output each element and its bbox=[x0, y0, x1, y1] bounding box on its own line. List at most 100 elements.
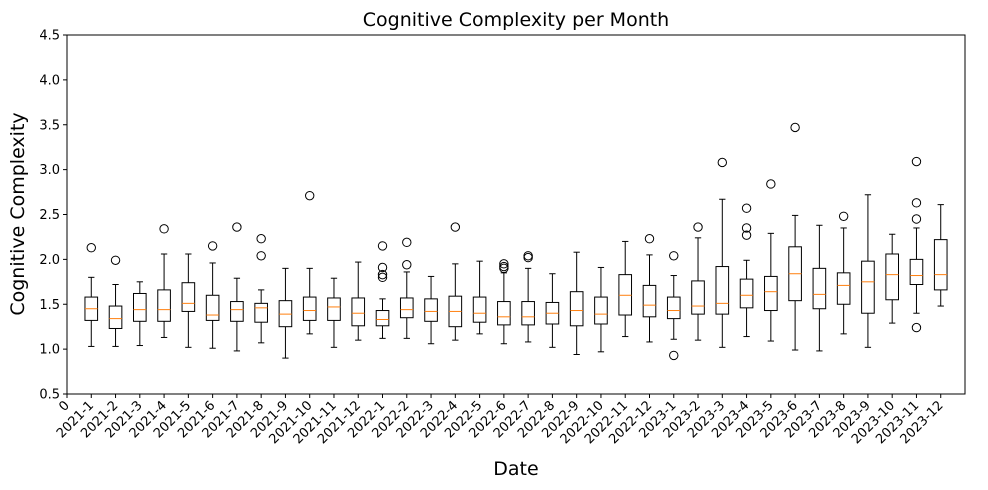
box-2022-3 bbox=[424, 275, 438, 345]
outlier-point bbox=[402, 237, 412, 248]
box-2022-6 bbox=[497, 259, 511, 345]
plot-frame bbox=[66, 34, 966, 395]
y-tick-label: 4.0 bbox=[39, 73, 60, 88]
box-2023-11 bbox=[909, 156, 924, 333]
box-2023-5 bbox=[764, 179, 778, 342]
outlier-point bbox=[741, 203, 752, 213]
box-2022-1 bbox=[375, 241, 390, 339]
box-2022-11 bbox=[618, 240, 633, 338]
outlier-point bbox=[741, 230, 752, 240]
y-tick-label: 4.5 bbox=[39, 29, 60, 44]
iqr-box bbox=[399, 297, 414, 319]
iqr-box bbox=[108, 305, 123, 329]
outlier-point bbox=[717, 157, 727, 168]
iqr-box bbox=[181, 282, 196, 312]
iqr-box bbox=[472, 296, 487, 323]
iqr-box bbox=[254, 302, 268, 323]
iqr-box bbox=[642, 284, 657, 318]
outlier-point bbox=[402, 260, 412, 270]
outlier-point bbox=[693, 222, 703, 232]
box-2021-9 bbox=[278, 267, 293, 359]
box-2023-3 bbox=[715, 157, 730, 348]
iqr-box bbox=[205, 294, 220, 321]
iqr-box bbox=[909, 258, 924, 286]
y-tick-label: 1.0 bbox=[39, 343, 60, 358]
y-tick-label: 1.5 bbox=[39, 298, 60, 313]
box-2022-9 bbox=[569, 251, 584, 356]
box-2023-9 bbox=[861, 194, 875, 348]
chart-title: Cognitive Complexity per Month bbox=[363, 9, 669, 31]
y-axis: 0.5 1.0 1.5 2.0 2.5 3.0 3.5 4.0 4.5 bbox=[39, 29, 67, 403]
outlier-point bbox=[377, 272, 388, 283]
outlier-point bbox=[377, 269, 388, 280]
y-axis-label: Cognitive Complexity bbox=[7, 112, 29, 315]
iqr-box bbox=[715, 266, 730, 315]
outlier-point bbox=[256, 234, 266, 244]
box-2021-4 bbox=[157, 224, 171, 338]
iqr-box bbox=[497, 301, 511, 326]
box-2022-8 bbox=[545, 273, 560, 348]
iqr-box bbox=[569, 291, 584, 327]
outlier-point bbox=[644, 234, 655, 244]
box-2023-12 bbox=[933, 204, 948, 307]
iqr-box bbox=[836, 272, 851, 305]
outlier-point bbox=[523, 252, 533, 263]
outlier-point bbox=[766, 179, 776, 189]
box-2022-10 bbox=[594, 266, 608, 353]
iqr-box bbox=[351, 297, 366, 327]
iqr-box bbox=[327, 297, 341, 321]
box-2022-2 bbox=[399, 237, 414, 339]
outlier-point bbox=[110, 255, 121, 265]
x-axis-label: Date bbox=[493, 458, 538, 480]
box-2022-4 bbox=[448, 222, 463, 341]
outlier-point bbox=[450, 222, 461, 232]
outlier-point bbox=[499, 259, 509, 269]
iqr-box bbox=[764, 275, 778, 312]
outlier-point bbox=[523, 251, 533, 261]
x-tick-label: 0 bbox=[56, 398, 72, 414]
outlier-point bbox=[838, 211, 849, 221]
iqr-box bbox=[739, 278, 754, 309]
box-2021-3 bbox=[133, 281, 147, 347]
box-2021-5 bbox=[181, 253, 196, 348]
outlier-point bbox=[305, 190, 315, 201]
outlier-point bbox=[669, 251, 679, 261]
iqr-box bbox=[885, 253, 899, 301]
box-2021-2 bbox=[108, 255, 123, 347]
outlier-point bbox=[669, 350, 679, 361]
outlier-point bbox=[911, 322, 922, 333]
plot-area bbox=[84, 122, 948, 361]
outlier-point bbox=[377, 241, 388, 251]
box-2022-7 bbox=[521, 251, 535, 343]
outlier-point bbox=[499, 261, 509, 272]
outlier-point bbox=[911, 156, 922, 167]
y-tick-label: 2.0 bbox=[39, 253, 60, 268]
outlier-point bbox=[911, 198, 922, 208]
outlier-point bbox=[159, 224, 169, 234]
iqr-box bbox=[157, 289, 171, 322]
box-2023-2 bbox=[691, 222, 705, 341]
box-2022-5 bbox=[472, 260, 487, 335]
outlier-point bbox=[256, 251, 266, 261]
box-2022-12 bbox=[642, 234, 657, 343]
outlier-point bbox=[911, 214, 922, 224]
outlier-point bbox=[86, 243, 96, 253]
iqr-box bbox=[594, 296, 608, 325]
iqr-box bbox=[133, 292, 147, 322]
x-axis: 02021-12021-22021-32021-42021-52021-6202… bbox=[54, 394, 947, 447]
box-2023-4 bbox=[739, 203, 754, 338]
iqr-box bbox=[691, 280, 705, 315]
box-2021-10 bbox=[302, 190, 317, 335]
iqr-box bbox=[666, 296, 681, 320]
y-tick-label: 0.5 bbox=[39, 388, 60, 403]
box-2021-11 bbox=[327, 277, 341, 348]
iqr-box bbox=[812, 267, 827, 310]
outlier-point bbox=[232, 222, 242, 232]
outlier-point bbox=[790, 122, 800, 133]
iqr-box bbox=[861, 260, 875, 314]
outlier-point bbox=[207, 241, 218, 251]
box-2023-10 bbox=[885, 233, 899, 324]
box-2023-6 bbox=[788, 122, 802, 351]
y-tick-label: 3.5 bbox=[39, 118, 60, 133]
